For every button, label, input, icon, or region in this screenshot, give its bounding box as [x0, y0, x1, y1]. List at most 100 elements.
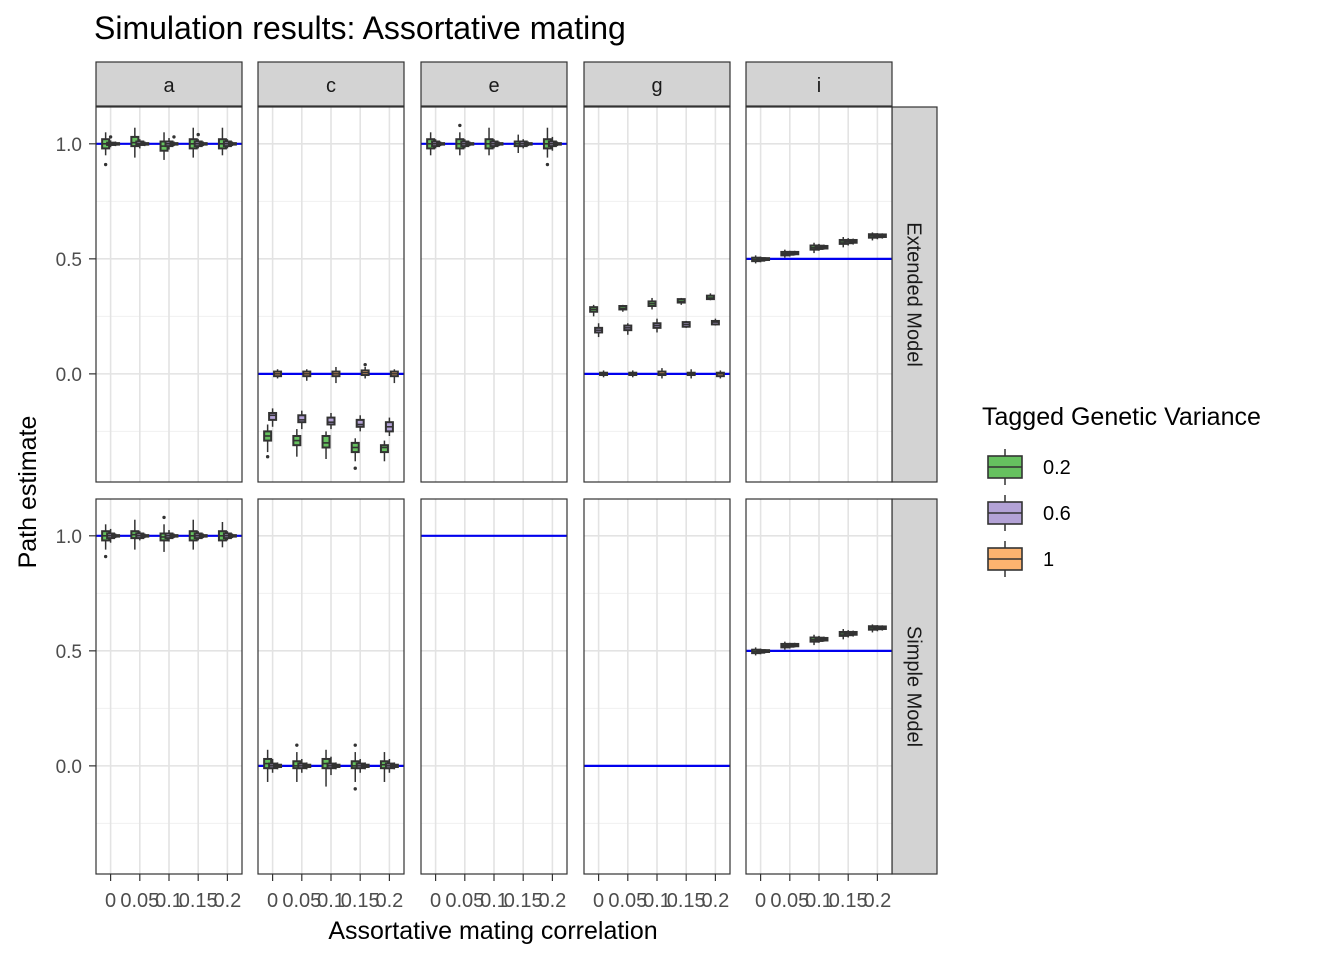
y-tick-label: 1.0 — [56, 527, 82, 548]
box-1 — [465, 141, 475, 147]
facet-strip-label: g — [651, 75, 662, 97]
box-0.6 — [710, 318, 720, 326]
panel-simple-model-g — [583, 498, 731, 875]
legend-entry-1: 1 — [987, 541, 1054, 577]
box-1 — [360, 762, 370, 770]
facet-strip-label: c — [326, 75, 336, 97]
box-outlier — [196, 132, 200, 137]
box-0.2 — [618, 304, 628, 312]
box-body — [326, 416, 336, 426]
box-1 — [686, 369, 696, 379]
box-body — [321, 434, 331, 449]
x-tick-label: 0.05 — [120, 890, 159, 912]
box-1 — [111, 533, 121, 539]
box-1 — [877, 625, 887, 631]
box-1 — [715, 370, 725, 379]
box-1 — [302, 369, 312, 381]
box-1 — [227, 141, 237, 147]
box-1 — [198, 141, 208, 147]
facet-strip-bg — [583, 61, 731, 107]
panel-border — [95, 106, 243, 483]
x-tick-label: 0.2 — [538, 890, 566, 912]
box-1 — [331, 366, 341, 384]
box-1 — [436, 141, 446, 147]
box-1 — [140, 533, 150, 539]
box-0.2 — [676, 297, 686, 305]
panel-simple-model-i — [745, 498, 893, 875]
box-outlier — [363, 362, 367, 367]
x-tick-label: 0 — [593, 890, 604, 912]
facet-panels: a c e g i Extended Model Simple Model 0.0 0.5 1.0… — [56, 61, 938, 912]
panel-border — [420, 498, 568, 875]
box-0.6 — [355, 415, 365, 432]
facet-strip-c: c — [257, 61, 405, 107]
y-tick-label: 0.5 — [56, 642, 82, 663]
box-0.2 — [379, 440, 389, 462]
x-tick-label: 0.15 — [179, 890, 218, 912]
box-1 — [227, 533, 237, 539]
row-strip-extended-model: Extended Model — [891, 106, 938, 483]
facet-strip-label: e — [488, 75, 499, 97]
box-1 — [169, 533, 179, 539]
y-tick-label: 1.0 — [56, 135, 82, 156]
box-0.6 — [547, 136, 557, 151]
facet-strip-bg — [257, 61, 405, 107]
x-axis-label: Assortative mating correlation — [328, 917, 657, 945]
box-outlier — [458, 123, 462, 128]
box-0.2 — [292, 743, 302, 782]
box-1 — [761, 257, 771, 262]
box-outlier — [103, 162, 108, 167]
x-tick-label: 0.05 — [282, 890, 321, 912]
box-0.6 — [623, 323, 633, 335]
panel-border — [420, 106, 568, 483]
panel-simple-model-a — [95, 498, 243, 875]
box-1 — [198, 533, 208, 539]
facet-strip-label: a — [163, 75, 175, 97]
y-tick-label: 0.0 — [56, 757, 82, 778]
box-0.6 — [681, 320, 691, 328]
row-strip-label: Extended Model — [903, 222, 925, 367]
legend-title: Tagged Genetic Variance — [982, 403, 1261, 431]
legend-entry-0-2: 0.2 — [987, 449, 1071, 485]
legend-label: 0.2 — [1043, 457, 1071, 479]
x-tick-label: 0.2 — [375, 890, 403, 912]
y-tick-label: 0.0 — [56, 365, 82, 386]
box-outlier — [103, 554, 108, 559]
box-0.6 — [297, 410, 307, 430]
x-tick-label: 0.1 — [805, 890, 833, 912]
x-tick-label: 0.1 — [317, 890, 345, 912]
facet-strip-i: i — [745, 61, 893, 107]
box-outlier — [353, 466, 357, 470]
panel-simple-model-c — [257, 498, 405, 875]
row-strip-bg — [891, 498, 938, 875]
box-body — [355, 418, 365, 428]
box-0.2 — [292, 429, 302, 457]
box-0.6 — [268, 408, 278, 427]
x-tick-label: 0.15 — [829, 890, 868, 912]
y-axis-label: Path estimate — [14, 416, 42, 569]
box-outlier — [265, 454, 270, 459]
box-1 — [819, 636, 829, 642]
box-outlier — [295, 743, 299, 747]
box-outlier — [162, 515, 166, 520]
box-1 — [552, 141, 562, 147]
box-0.2 — [705, 293, 715, 301]
panel-border — [257, 106, 405, 483]
box-0.2 — [589, 304, 599, 317]
box-0.6 — [652, 318, 662, 333]
box-1 — [111, 141, 121, 147]
box-1 — [848, 630, 858, 637]
x-tick-label: 0.1 — [480, 890, 508, 912]
box-body — [297, 414, 307, 424]
box-1 — [273, 762, 283, 770]
box-1 — [819, 244, 829, 250]
y-tick-label: 0.5 — [56, 250, 82, 271]
facet-strip-bg — [745, 61, 893, 107]
facet-strip-a: a — [95, 61, 243, 107]
x-tick-label: 0.2 — [701, 890, 729, 912]
box-0.6 — [326, 412, 336, 430]
legend-entry-0-6: 0.6 — [987, 495, 1071, 531]
x-tick-label: 0 — [267, 890, 278, 912]
box-1 — [140, 141, 150, 147]
box-outlier — [108, 135, 113, 139]
